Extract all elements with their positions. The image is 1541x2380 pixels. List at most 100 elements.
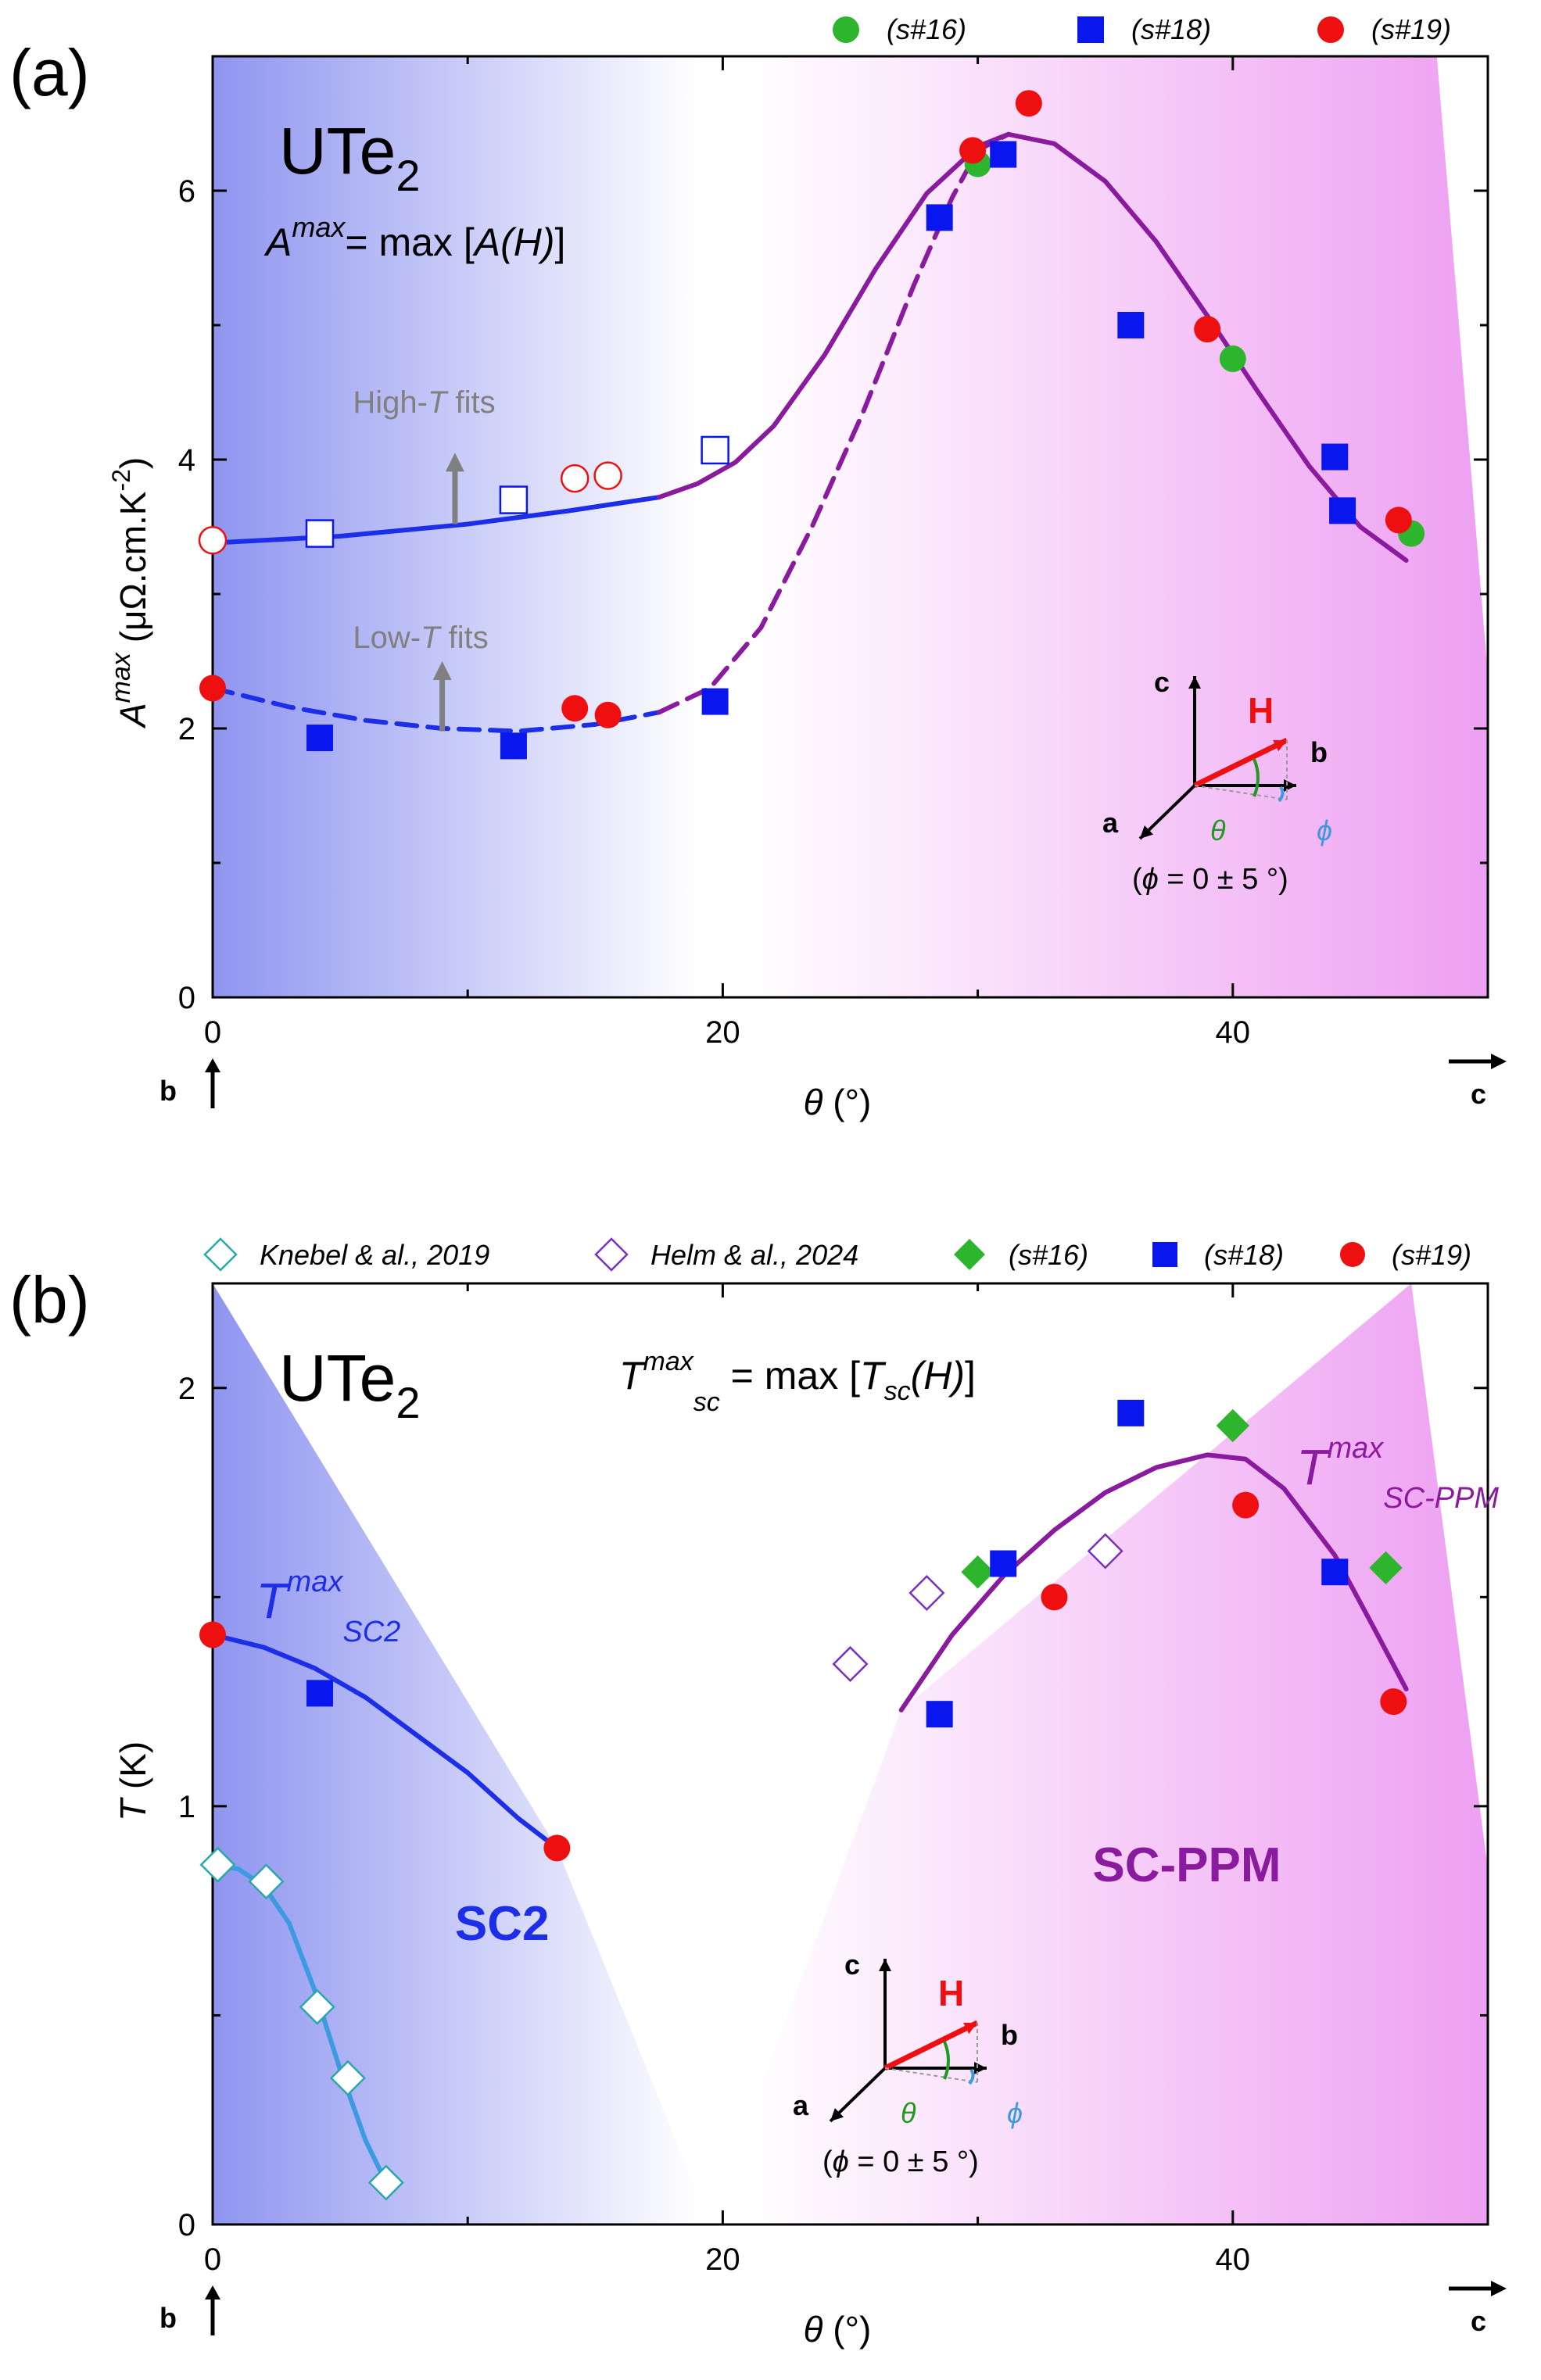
a-data-point bbox=[198, 525, 228, 555]
b-curve-label-sc2-part: SC2 bbox=[342, 1616, 400, 1648]
a-x-axis-label-part: θ bbox=[804, 1082, 823, 1122]
b-data-point bbox=[367, 2164, 404, 2201]
a-y-tick-label: 2 bbox=[178, 712, 195, 746]
b-data-point bbox=[1380, 1688, 1407, 1716]
b-formula: Tmaxsc = max [Tsc(H)] bbox=[619, 1347, 976, 1417]
b-curve-label-sc2: Tmax SC2 bbox=[256, 1566, 400, 1648]
b-legend-marker bbox=[1340, 1242, 1365, 1267]
b-axis-c-arrowhead bbox=[1491, 2281, 1507, 2296]
b-inset-a-label: a bbox=[793, 2089, 809, 2121]
b-inset-theta-arc bbox=[943, 2041, 950, 2080]
b-inset-theta-label: θ bbox=[901, 2097, 916, 2129]
b-inset-caption-part: ϕ bbox=[833, 2146, 849, 2178]
a-inset-caption: (ϕ = 0 ± 5 °) bbox=[1132, 863, 1288, 896]
b-y-axis-label-part: (K) bbox=[113, 1741, 153, 1799]
b-inset-caption-part: = 0 ± 5 °) bbox=[849, 2146, 979, 2178]
b-panel-label: (b) bbox=[9, 1263, 90, 1337]
b-axis-c-label: c bbox=[1471, 2305, 1486, 2337]
b-data-point bbox=[1232, 1491, 1260, 1519]
b-inset-arrowhead bbox=[830, 2108, 844, 2121]
b-data-point bbox=[961, 1555, 994, 1589]
a-axis-c-arrowhead bbox=[1491, 1054, 1507, 1069]
a-legend-label: (s#19) bbox=[1371, 13, 1451, 45]
a-legend: (s#16) (s#18) (s#19) bbox=[833, 13, 1451, 45]
a-inset-caption-part: = 0 ± 5 °) bbox=[1159, 863, 1288, 896]
b-inset-arrowhead bbox=[963, 2022, 977, 2035]
b-legend: Knebel & al., 2019 Helm & al., 2024 (s#16)… bbox=[203, 1237, 1471, 1272]
a-data-point bbox=[500, 732, 527, 760]
a-data-point bbox=[305, 519, 335, 548]
b-legend-label: (s#16) bbox=[1009, 1239, 1088, 1271]
b-inset-b-label: b bbox=[1001, 2019, 1018, 2051]
b-data-point bbox=[908, 1574, 945, 1611]
b-legend-marker bbox=[1152, 1242, 1177, 1267]
b-y-tick-label: 0 bbox=[178, 2208, 195, 2242]
b-legend-marker bbox=[203, 1237, 238, 1272]
b-region-sc2 bbox=[213, 1283, 711, 2224]
b-formula-part: max bbox=[643, 1347, 694, 1376]
b-region-label-sc2: SC2 bbox=[455, 1897, 550, 1951]
a-inset-caption-part: ( bbox=[1132, 863, 1142, 896]
b-data-point bbox=[926, 1701, 953, 1728]
a-legend-marker bbox=[1317, 16, 1344, 43]
a-inset-c-label: c bbox=[1154, 666, 1170, 698]
b-y-axis-label: T (K) bbox=[113, 1741, 153, 1821]
b-x-tick-label: 20 bbox=[705, 2242, 740, 2277]
b-inset-arrowhead bbox=[879, 1959, 891, 1971]
a-inset-phi-label: ϕ bbox=[1317, 814, 1332, 846]
a-inset-H-label: H bbox=[1248, 690, 1274, 731]
a-low-t-annotation: Low-T fits bbox=[353, 621, 488, 655]
a-region-ppm bbox=[722, 56, 1488, 997]
b-y-tick-label: 1 bbox=[178, 1790, 195, 1824]
b-formula-part: sc bbox=[693, 1387, 720, 1417]
a-curve bbox=[213, 495, 661, 546]
b-x-tick-label: 40 bbox=[1216, 2242, 1251, 2277]
a-axis-c-label: c bbox=[1471, 1078, 1486, 1110]
a-legend-label: (s#16) bbox=[887, 13, 966, 45]
b-material-label-part: UTe bbox=[279, 1341, 396, 1415]
b-inset-c-label: c bbox=[844, 1949, 860, 1981]
b-inset-H-label: H bbox=[938, 1973, 964, 2013]
a-low-t-annotation-part: fits bbox=[440, 621, 489, 655]
a-inset-theta-label: θ bbox=[1210, 814, 1226, 846]
a-legend-marker bbox=[833, 16, 859, 43]
a-data-point bbox=[499, 485, 529, 514]
a-data-point bbox=[1385, 506, 1412, 534]
b-regions bbox=[213, 1283, 1488, 2224]
a-data-point bbox=[1194, 316, 1221, 343]
a-x-tick-label: 0 bbox=[204, 1015, 221, 1050]
b-y-axis-label-part: T bbox=[113, 1797, 153, 1821]
a-high-t-annotation-part: T bbox=[428, 385, 449, 420]
a-inset-axis bbox=[1138, 784, 1196, 840]
b-data-point bbox=[1369, 1551, 1403, 1585]
a-region-sc2 bbox=[213, 56, 723, 997]
a-x-tick-label: 40 bbox=[1216, 1015, 1251, 1050]
a-inset-arrowhead bbox=[1273, 739, 1287, 752]
a-data-point bbox=[959, 137, 987, 164]
a-x-tick-label: 20 bbox=[705, 1015, 740, 1050]
a-high-t-annotation-part: High- bbox=[353, 385, 428, 420]
b-legend-label: (s#18) bbox=[1204, 1239, 1284, 1271]
a-axis-b-label: b bbox=[159, 1075, 177, 1107]
b-x-axis-label: θ (°) bbox=[804, 2309, 872, 2350]
a-legend-marker bbox=[1077, 16, 1104, 43]
b-formula-part: T bbox=[860, 1354, 887, 1398]
b-data-point bbox=[1117, 1399, 1145, 1426]
a-inset-projection bbox=[1194, 785, 1288, 800]
a-axis-b-arrowhead bbox=[205, 1058, 220, 1072]
b-inset-caption: (ϕ = 0 ± 5 °) bbox=[822, 2146, 979, 2178]
b-curve-label-ppm-part: T bbox=[1296, 1439, 1330, 1495]
a-x-axis-label: θ (°) bbox=[804, 1082, 872, 1122]
a-material-label-part: 2 bbox=[396, 151, 420, 200]
b-legend-marker bbox=[954, 1239, 985, 1270]
b-curve-label-ppm-part: max bbox=[1327, 1432, 1385, 1465]
b-data-point bbox=[248, 1863, 285, 1900]
a-high-t-annotation: High-T fits bbox=[353, 385, 495, 420]
a-formula-part: max bbox=[292, 211, 346, 243]
a-y-axis-label: Amax (μΩ.cm.K-2) bbox=[106, 457, 153, 729]
b-data-point bbox=[1216, 1408, 1250, 1443]
a-formula-part: ] bbox=[554, 220, 565, 264]
b-material-label: UTe2 bbox=[279, 1341, 421, 1427]
